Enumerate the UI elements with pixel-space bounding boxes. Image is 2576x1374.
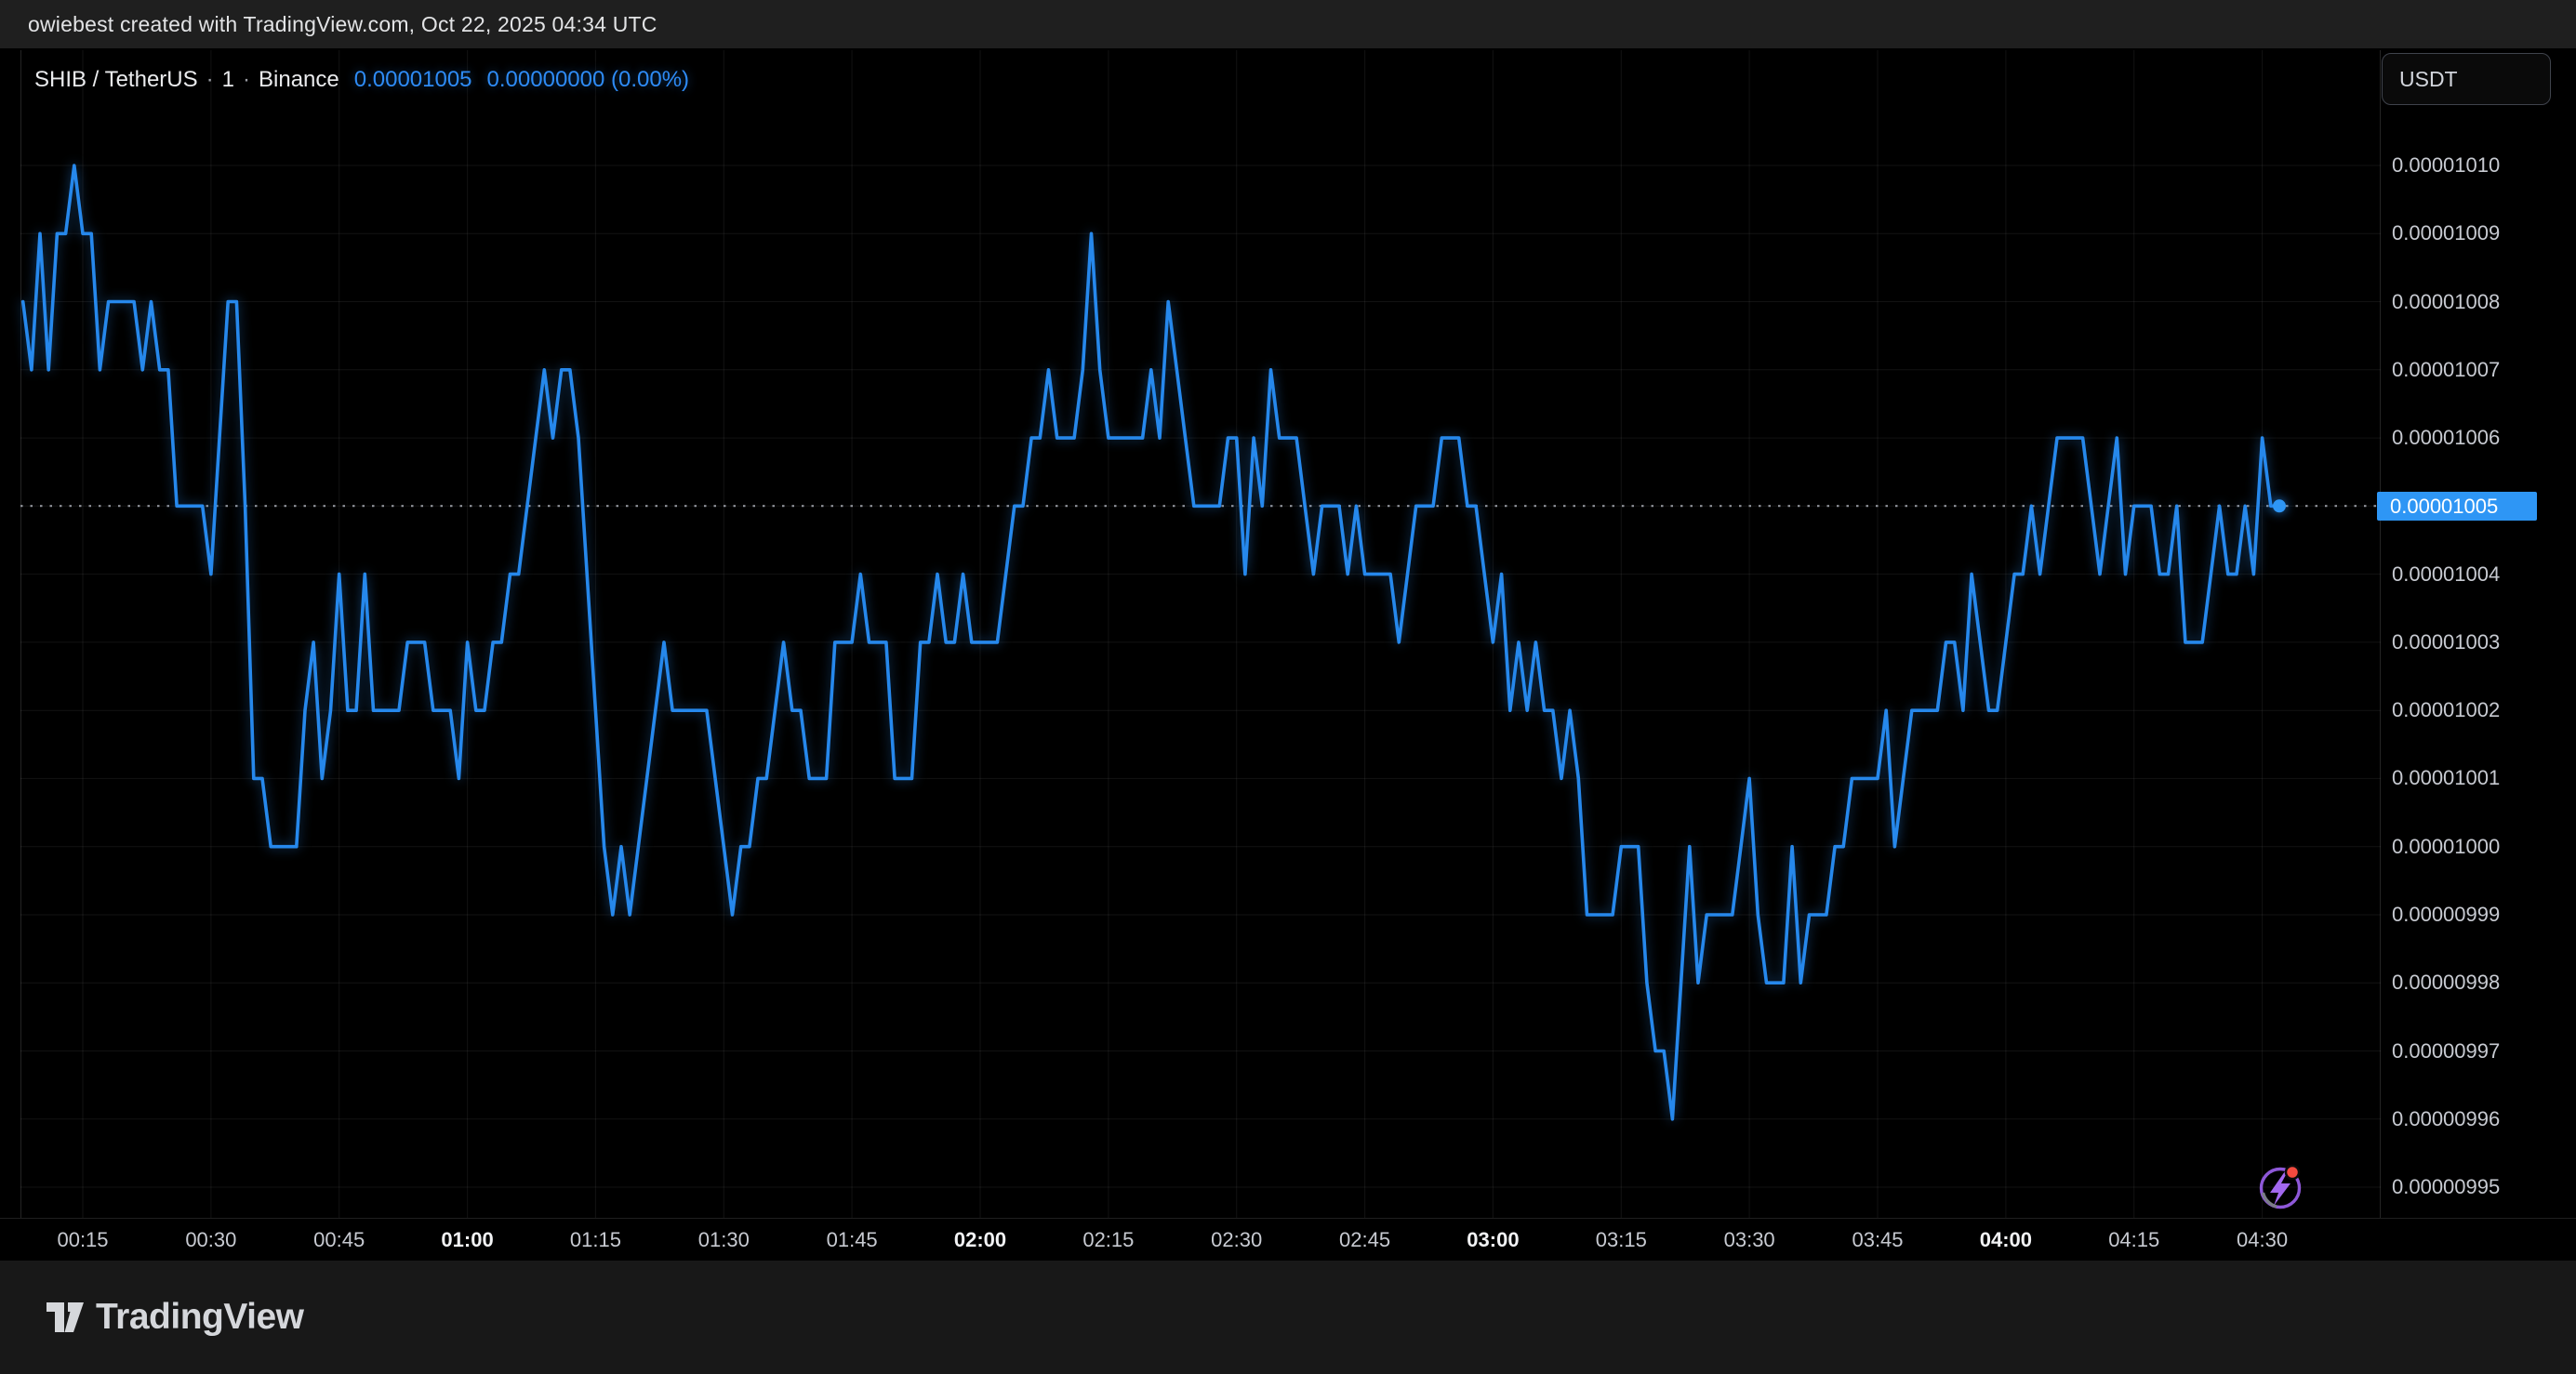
time-tick-label: 03:30 <box>1723 1228 1775 1251</box>
price-tick-label: 0.00001006 <box>2392 426 2501 450</box>
grid-lines <box>20 50 2381 1218</box>
time-tick-label: 02:00 <box>953 1228 1007 1251</box>
price-tick-label: 0.00000997 <box>2392 1038 2501 1063</box>
time-tick-label: 01:30 <box>697 1228 750 1251</box>
price-tick-label: 0.00001000 <box>2392 834 2501 858</box>
time-tick-label: 03:15 <box>1595 1228 1647 1251</box>
flash-icon[interactable] <box>2259 1164 2302 1209</box>
price-tick-label: 0.00000996 <box>2392 1106 2501 1130</box>
tradingview-logo[interactable]: TradingView <box>46 1297 304 1338</box>
flash-red-dot <box>2284 1164 2301 1181</box>
time-tick-label: 01:00 <box>441 1228 494 1251</box>
brand-text: TradingView <box>96 1297 304 1337</box>
time-tick-label: 02:45 <box>1339 1228 1391 1251</box>
last-price-tag: 0.00001005 <box>2377 491 2537 521</box>
time-tick-label: 03:45 <box>1852 1228 1904 1251</box>
exchange-label[interactable]: Binance <box>259 67 339 92</box>
symbol-title[interactable]: SHIB / TetherUS <box>34 67 198 92</box>
time-tick-label: 01:15 <box>569 1228 621 1251</box>
footer-bar: TradingView <box>0 1261 2576 1374</box>
last-price-marker <box>2273 499 2286 513</box>
price-tick-label: 0.00001008 <box>2392 289 2501 313</box>
flash-ring <box>2259 1167 2302 1209</box>
price-tick-label: 0.00001007 <box>2392 357 2501 381</box>
time-tick-label: 02:30 <box>1211 1228 1263 1251</box>
price-tick-label: 0.00000998 <box>2392 971 2501 995</box>
time-axis[interactable] <box>0 1218 2576 1262</box>
flash-ring-gray-arc <box>2261 1192 2277 1209</box>
price-tick-label: 0.00001010 <box>2392 153 2501 177</box>
time-tick-label: 04:30 <box>2237 1228 2289 1251</box>
flash-bolt <box>2270 1171 2291 1206</box>
time-tick-label: 00:15 <box>57 1228 109 1251</box>
price-tick-label: 0.00001004 <box>2392 561 2501 586</box>
time-tick-label: 04:00 <box>1979 1228 2032 1251</box>
attribution-text: owiebest created with TradingView.com, O… <box>28 11 657 36</box>
price-tick-label: 0.00001002 <box>2392 698 2501 722</box>
attribution-bar: owiebest created with TradingView.com, O… <box>0 0 2576 48</box>
time-tick-label: 01:45 <box>826 1228 878 1251</box>
time-tick-label: 00:30 <box>185 1228 237 1251</box>
legend-separator: · <box>206 67 214 92</box>
currency-toggle-button[interactable]: USDT <box>2382 53 2551 105</box>
price-tick-label: 0.00001003 <box>2392 629 2501 654</box>
price-tick-label: 0.00001009 <box>2392 221 2501 245</box>
legend-last-price: 0.00001005 <box>353 67 472 92</box>
time-tick-label: 03:00 <box>1467 1228 1520 1251</box>
price-tick-label: 0.00000999 <box>2392 902 2501 926</box>
interval-label[interactable]: 1 <box>221 67 234 92</box>
price-tick-label: 0.00001001 <box>2392 766 2501 790</box>
time-tick-label: 04:15 <box>2108 1228 2160 1251</box>
legend: SHIB / TetherUS · 1 · Binance 0.00001005… <box>34 67 689 93</box>
time-tick-label: 02:15 <box>1082 1228 1135 1251</box>
tradingview-mark-icon <box>46 1302 84 1332</box>
price-tick-label: 0.00000995 <box>2392 1175 2501 1199</box>
legend-separator: · <box>243 67 250 92</box>
legend-change: 0.00000000 (0.00%) <box>486 67 690 92</box>
time-tick-label: 00:45 <box>313 1228 365 1251</box>
price-series-line <box>20 164 2281 1121</box>
